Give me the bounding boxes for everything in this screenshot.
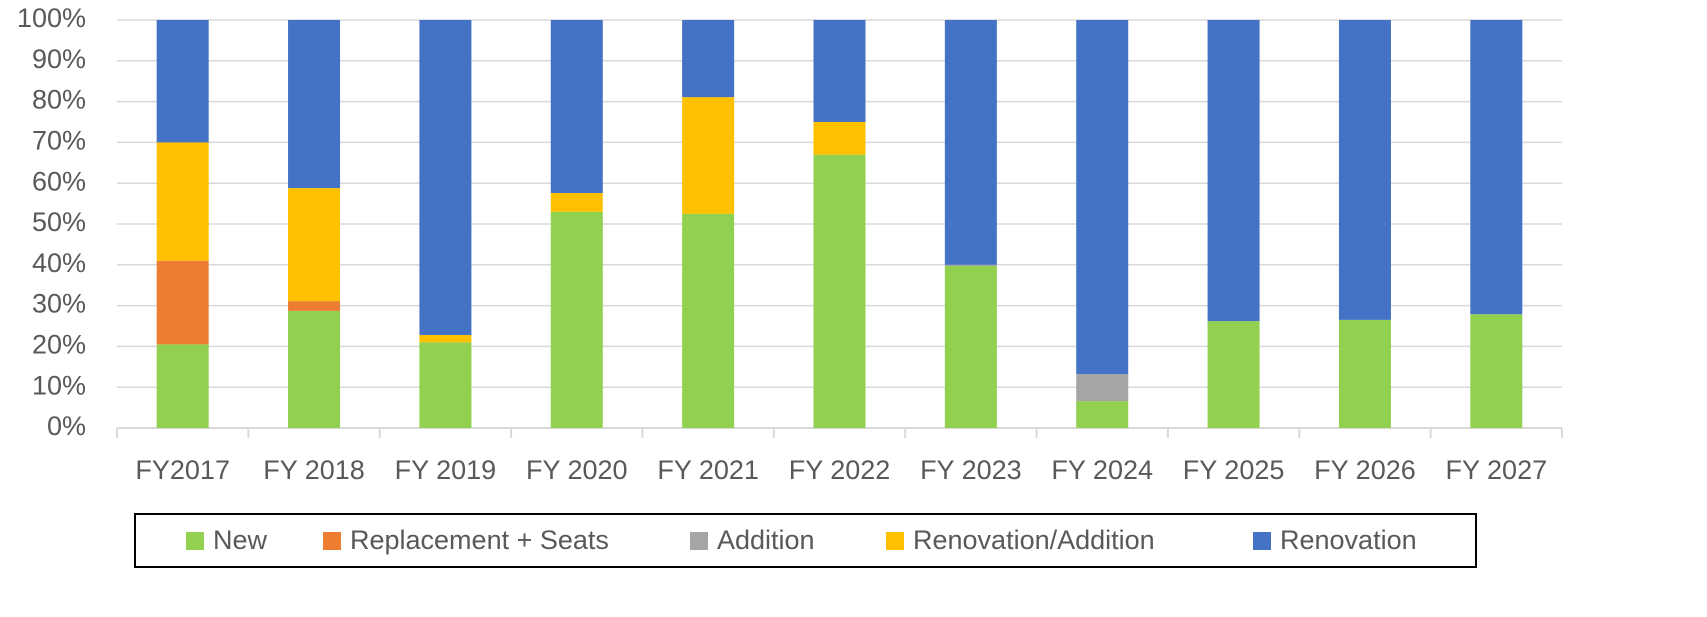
bar-segment: [288, 20, 341, 189]
x-tick-label: FY 2023: [920, 455, 1022, 485]
bar-segment: [1207, 20, 1260, 322]
bar-segment: [1076, 374, 1129, 402]
legend-swatch: [323, 532, 341, 550]
x-tick-label: FY 2021: [657, 455, 759, 485]
x-tick-label: FY 2026: [1314, 455, 1416, 485]
bar-segment: [813, 154, 866, 428]
bar-segment: [156, 260, 209, 345]
legend-box: [134, 513, 1477, 568]
x-tick-label: FY 2024: [1051, 455, 1153, 485]
bar-segment: [1338, 319, 1391, 428]
bar-segment: [156, 344, 209, 428]
bar-segment: [550, 192, 603, 212]
bar-segment: [1076, 20, 1129, 375]
x-tick-label: FY 2018: [263, 455, 365, 485]
legend-label: Renovation: [1280, 525, 1417, 555]
y-tick-label: 90%: [32, 44, 86, 74]
bar-segment: [1076, 401, 1129, 428]
bar-segment: [1338, 20, 1391, 320]
bar-segment: [944, 266, 997, 428]
bar-segment: [682, 213, 735, 428]
bar-segment: [156, 142, 209, 261]
y-tick-label: 100%: [17, 3, 86, 33]
bar-segment: [813, 20, 866, 122]
bar-segment: [1207, 321, 1260, 428]
x-tick-label: FY2017: [135, 455, 230, 485]
legend-swatch: [690, 532, 708, 550]
legend-label: Addition: [717, 525, 815, 555]
y-tick-label: 10%: [32, 370, 86, 400]
bar-segment: [1470, 314, 1523, 428]
x-tick-label: FY 2025: [1183, 455, 1285, 485]
bar-segment: [550, 211, 603, 428]
bar-segment: [944, 264, 997, 267]
legend-swatch: [186, 532, 204, 550]
bar-segment: [288, 310, 341, 428]
y-tick-label: 80%: [32, 85, 86, 115]
legend-label: New: [213, 525, 268, 555]
bar-segment: [419, 20, 472, 335]
x-tick-label: FY 2027: [1446, 455, 1548, 485]
x-tick-label: FY 2020: [526, 455, 628, 485]
x-tick-label: FY 2019: [395, 455, 497, 485]
bar-segment: [288, 188, 341, 302]
y-tick-label: 30%: [32, 289, 86, 319]
y-tick-label: 40%: [32, 248, 86, 278]
bar-segment: [944, 20, 997, 265]
y-tick-label: 0%: [47, 411, 86, 441]
y-tick-label: 20%: [32, 330, 86, 360]
bar-segment: [682, 97, 735, 214]
legend-label: Replacement + Seats: [350, 525, 609, 555]
legend-swatch: [1253, 532, 1271, 550]
y-tick-label: 50%: [32, 207, 86, 237]
bar-segment: [550, 20, 603, 193]
bar-segment: [813, 122, 866, 155]
bar-segment: [288, 301, 341, 311]
legend-label: Renovation/Addition: [913, 525, 1155, 555]
bar-segment: [419, 334, 472, 343]
bar-segment: [1470, 20, 1523, 315]
bar-segment: [419, 342, 472, 428]
legend-swatch: [886, 532, 904, 550]
y-tick-label: 70%: [32, 126, 86, 156]
bar-segment: [156, 20, 209, 143]
y-tick-label: 60%: [32, 166, 86, 196]
x-tick-label: FY 2022: [789, 455, 891, 485]
bar-segment: [682, 20, 735, 98]
